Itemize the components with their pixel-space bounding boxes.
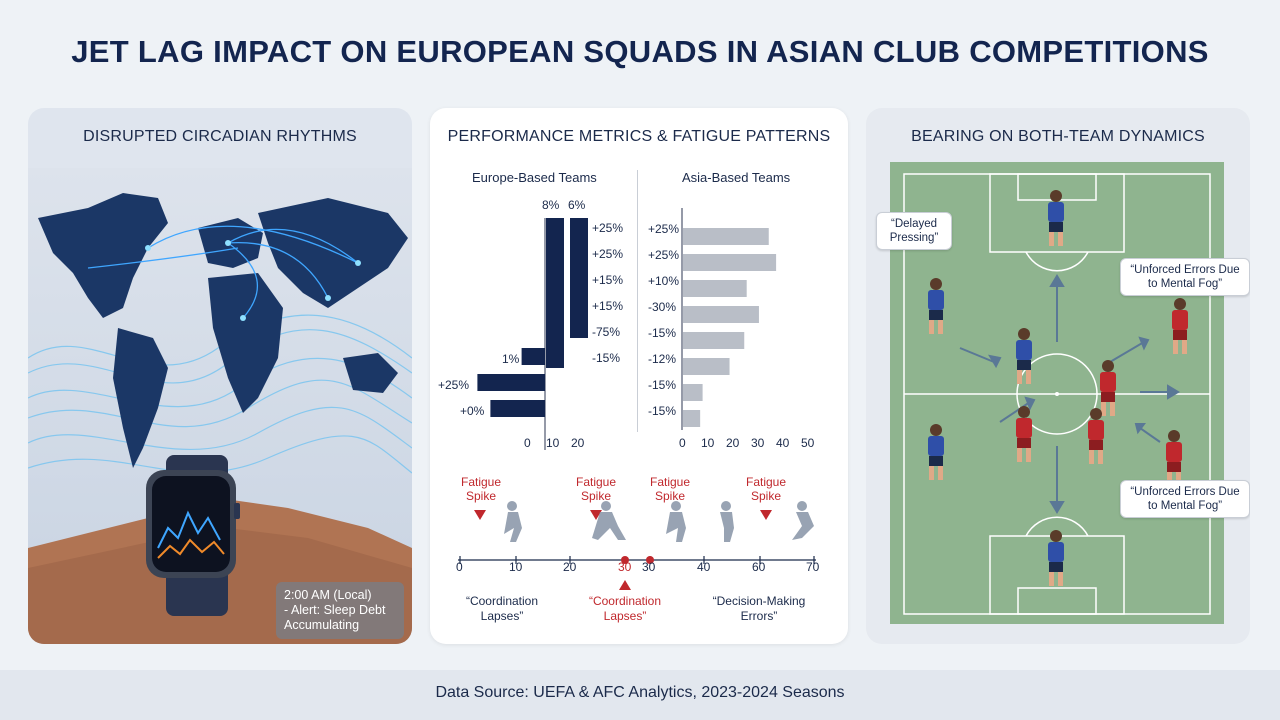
- eu-x-tick: 10: [546, 436, 560, 450]
- asia-bar: [683, 358, 730, 375]
- south-america-shape: [113, 328, 168, 468]
- eu-right-label: -75%: [592, 325, 621, 339]
- footer-bar: [0, 670, 1280, 720]
- watch-alert: - Alert: Sleep Debt Accumulating: [284, 603, 386, 632]
- timeline-tick: 40: [697, 560, 711, 574]
- eu-horizontal-bar: [490, 400, 545, 417]
- fatigue-spike-label: Fatigue Spike: [460, 475, 502, 503]
- circadian-panel: DISRUPTED CIRCADIAN RHYTHMS: [28, 108, 412, 644]
- asia-bar-label: +25%: [648, 222, 680, 236]
- asia-x-tick: 30: [751, 436, 765, 450]
- eu-horizontal-bar: [521, 348, 545, 365]
- eu-bar-top-label: 8%: [542, 198, 560, 212]
- eu-right-label: -15%: [592, 351, 621, 365]
- coordination-lapses-label: “Coordination Lapses”: [465, 594, 539, 623]
- timeline-tick: 10: [509, 560, 523, 574]
- asia-bar: [683, 384, 703, 401]
- africa-shape: [208, 273, 283, 413]
- eu-right-label: +15%: [592, 273, 624, 287]
- eu-vertical-bar: [546, 218, 564, 368]
- eu-vertical-bar: [570, 218, 588, 338]
- asia-x-tick: 20: [726, 436, 740, 450]
- asia-bar: [683, 254, 777, 271]
- asia-x-tick: 10: [701, 436, 715, 450]
- watch-time: 2:00 AM (Local): [284, 588, 372, 602]
- timeline-tick: 60: [752, 560, 766, 574]
- eu-right-label: +25%: [592, 247, 624, 261]
- eu-right-label: +25%: [592, 221, 624, 235]
- decision-making-errors-label: “Decision-Making Errors”: [712, 594, 806, 623]
- eu-x-tick: 0: [524, 436, 531, 450]
- asia-bar-label: +25%: [648, 248, 680, 262]
- asia-bar-label: -12%: [648, 352, 677, 366]
- australia-shape: [343, 353, 398, 393]
- asia-shape: [258, 198, 408, 308]
- eu-hbar-label: 1%: [502, 352, 520, 366]
- asia-bar: [683, 280, 747, 297]
- asia-bar: [683, 228, 769, 245]
- asia-bar-label: -15%: [648, 404, 677, 418]
- asia-x-tick: 40: [776, 436, 790, 450]
- team-dynamics-panel-title: BEARING ON BOTH-TEAM DYNAMICS: [911, 128, 1205, 145]
- asia-bar-label: +10%: [648, 274, 680, 288]
- coordination-lapses-label-highlight: “Coordination Lapses”: [588, 594, 662, 623]
- asia-bar: [683, 410, 701, 427]
- circadian-panel-title: DISRUPTED CIRCADIAN RHYTHMS: [83, 128, 357, 145]
- data-source-footer: Data Source: UEFA & AFC Analytics, 2023-…: [435, 684, 845, 701]
- timeline-tick-highlight: 30: [618, 560, 632, 574]
- asia-chart-header: Asia-Based Teams: [682, 170, 791, 185]
- asia-bar-label: -15%: [648, 326, 677, 340]
- timeline-tick: 0: [456, 560, 463, 574]
- north-america-shape: [38, 193, 168, 318]
- page-title: JET LAG IMPACT ON EUROPEAN SQUADS IN ASI…: [71, 34, 1209, 69]
- europe-chart: [477, 218, 588, 450]
- eu-horizontal-bar: [477, 374, 545, 391]
- red-team-players: [1016, 298, 1188, 486]
- timeline-tick: 70: [806, 560, 820, 574]
- eu-bar-top-label: 6%: [568, 198, 586, 212]
- europe-chart-header: Europe-Based Teams: [472, 170, 597, 185]
- fatigue-spike-label: Fatigue Spike: [745, 475, 787, 503]
- asia-x-tick: 0: [679, 436, 686, 450]
- timeline-tick: 20: [563, 560, 577, 574]
- metrics-panel-title: PERFORMANCE METRICS & FATIGUE PATTERNS: [447, 128, 831, 145]
- callout-unforced-errors: “Unforced Errors Due to Mental Fog”: [1120, 258, 1250, 296]
- asia-x-tick: 50: [801, 436, 815, 450]
- team-dynamics-panel: BEARING ON BOTH-TEAM DYNAMICS: [866, 108, 1250, 644]
- timeline-tick: 30: [642, 560, 656, 574]
- asia-bar: [683, 332, 745, 349]
- eu-right-label: +15%: [592, 299, 624, 313]
- world-map-illustration: [28, 168, 412, 644]
- smartwatch: [146, 455, 240, 616]
- fatigue-timeline: [458, 501, 816, 590]
- watch-notification: 2:00 AM (Local) - Alert: Sleep Debt Accu…: [276, 582, 404, 639]
- asia-bar-label: -15%: [648, 378, 677, 392]
- eu-x-tick: 20: [571, 436, 585, 450]
- metrics-panel: PERFORMANCE METRICS & FATIGUE PATTERNS E…: [430, 108, 848, 644]
- chart-divider: [637, 170, 638, 432]
- callout-delayed-pressing: “Delayed Pressing”: [876, 212, 952, 250]
- eu-hbar-label: +0%: [460, 404, 485, 418]
- fatigue-spike-label: Fatigue Spike: [575, 475, 617, 503]
- fatigue-spike-label: Fatigue Spike: [649, 475, 691, 503]
- callout-unforced-errors: “Unforced Errors Due to Mental Fog”: [1120, 480, 1250, 518]
- asia-chart: [681, 208, 777, 430]
- asia-bar: [683, 306, 759, 323]
- eu-hbar-label: +25%: [438, 378, 470, 392]
- blue-team-players: [928, 190, 1064, 586]
- asia-bar-label: -30%: [648, 300, 677, 314]
